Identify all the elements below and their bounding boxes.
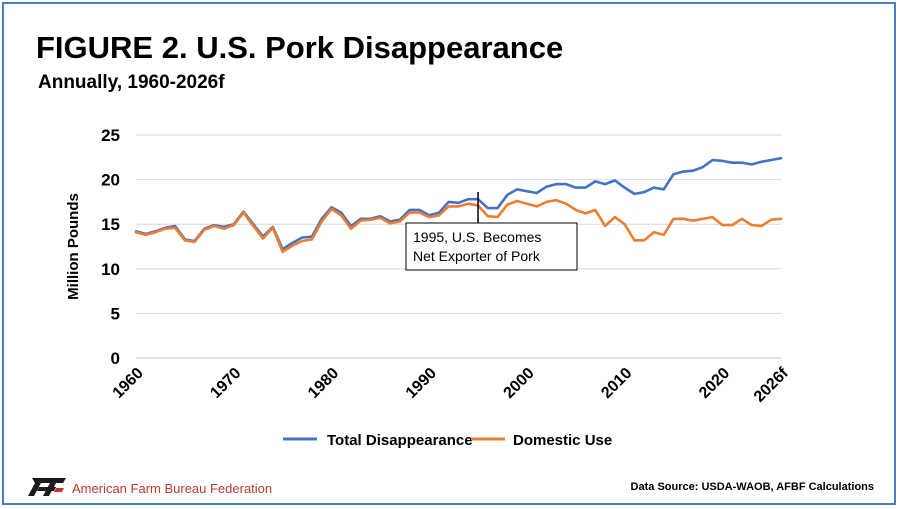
page-subtitle: Annually, 1960-2026f <box>38 72 225 93</box>
x-tick-label: 1990 <box>403 365 440 402</box>
x-tick-label: 2010 <box>598 365 635 402</box>
page-title: FIGURE 2. U.S. Pork Disappearance <box>36 30 564 65</box>
x-tick-label: 2000 <box>501 365 538 402</box>
annotation-text: 1995, U.S. Becomes <box>413 229 541 245</box>
legend-label: Domestic Use <box>513 432 612 449</box>
y-tick-label: 20 <box>101 171 120 190</box>
series-line-domestic-use <box>134 198 783 254</box>
x-tick-label: 1960 <box>110 365 147 402</box>
axes: 0 5 10 15 20 25 1960 1970 1980 1990 2000 2010 2020 20… <box>65 126 792 406</box>
legend-label: Total Disappearance <box>327 432 473 449</box>
annotation-text: Net Exporter of Pork <box>413 248 541 264</box>
x-tick-label: 2026f <box>751 364 792 405</box>
x-tick-label: 2020 <box>696 365 733 402</box>
legend: Total Disappearance Domestic Use <box>283 432 612 449</box>
y-tick-label: 10 <box>101 260 120 279</box>
y-tick-label: 5 <box>111 304 120 323</box>
y-axis-title: Million Pounds <box>65 193 82 300</box>
y-tick-label: 15 <box>101 215 120 234</box>
x-tick-label: 1970 <box>207 365 244 402</box>
organization-name: American Farm Bureau Federation <box>72 481 273 496</box>
y-tick-label: 25 <box>101 126 120 145</box>
afbf-logo-icon <box>28 478 66 496</box>
annotation-box <box>405 222 578 271</box>
annotation: 1995, U.S. Becomes Net Exporter of Pork <box>405 192 578 271</box>
series-lines <box>134 156 783 254</box>
y-tick-label: 0 <box>111 349 120 368</box>
x-tick-label: 1980 <box>305 365 342 402</box>
data-source: Data Source: USDA-WAOB, AFBF Calculation… <box>630 481 874 493</box>
